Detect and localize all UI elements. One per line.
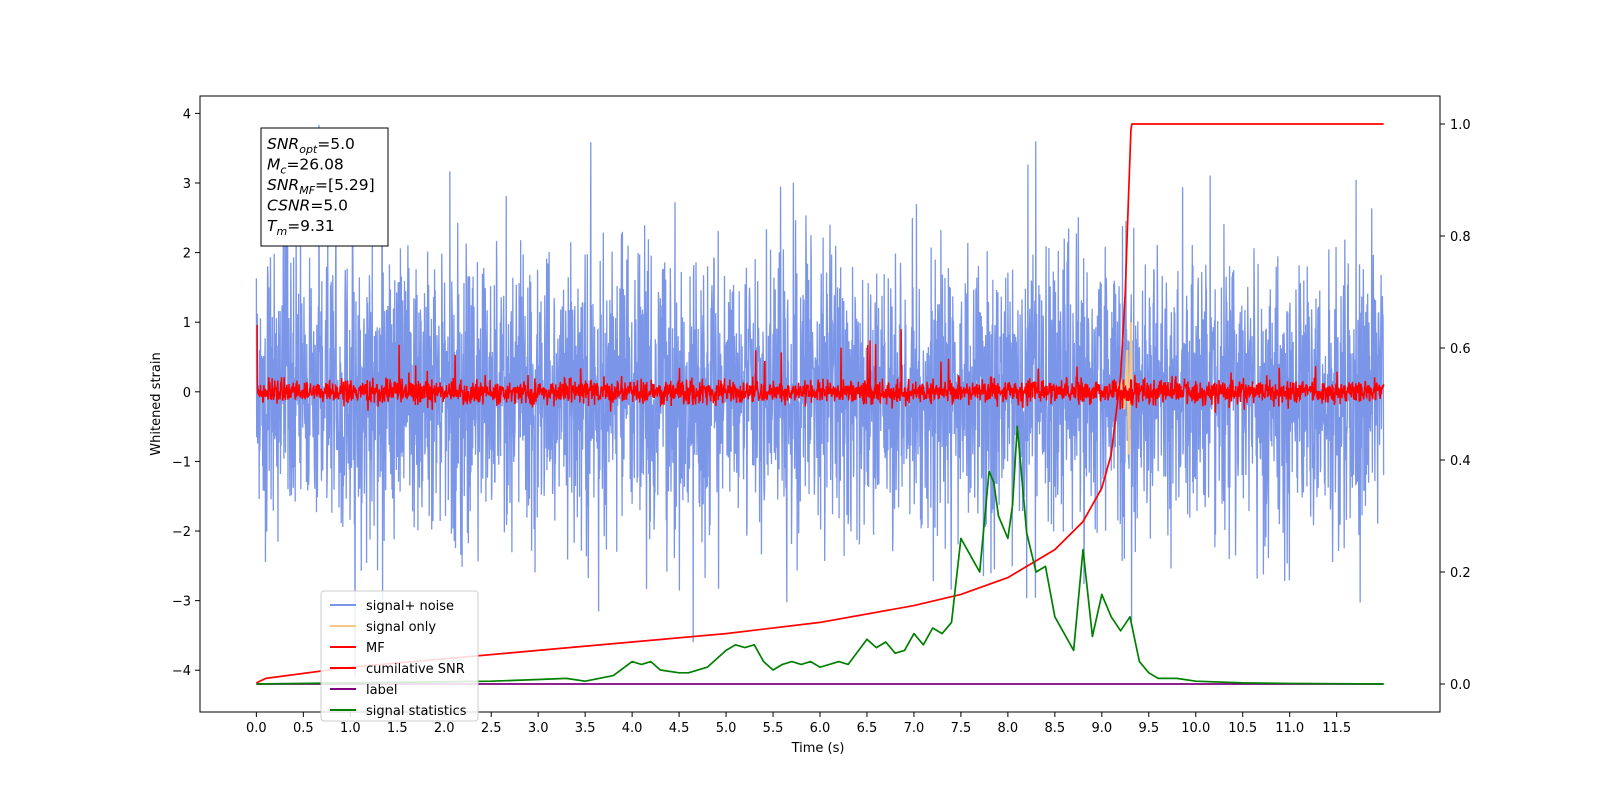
- y-right-tick-label: 1.0: [1450, 118, 1471, 133]
- x-tick-label: 5.0: [716, 721, 737, 736]
- x-tick-label: 3.0: [528, 721, 549, 736]
- x-tick-label: 8.5: [1045, 721, 1066, 736]
- series-signal-statistics-line: [256, 425, 1384, 685]
- legend-label: signal statistics: [366, 704, 467, 719]
- x-axis-ticks: 0.0 0.5 1.0 1.5 2.0 2.5 3.0 3.5 4.0 4.5 5.0 5.5 6.0 6…: [246, 712, 1351, 736]
- y-right-tick-label: 0.0: [1450, 678, 1471, 693]
- x-tick-label: 11.5: [1322, 721, 1351, 736]
- x-tick-label: 9.5: [1138, 721, 1159, 736]
- annotation-line: SNRMF=[5.29]: [267, 176, 375, 197]
- y-tick-label: −3: [172, 595, 191, 610]
- y-tick-label: −2: [172, 525, 191, 540]
- y-right-tick-label: 0.6: [1450, 342, 1471, 357]
- y-tick-label: 0: [183, 386, 191, 401]
- y-tick-label: 3: [183, 177, 191, 192]
- x-tick-label: 8.0: [998, 721, 1019, 736]
- y-tick-label: 4: [183, 107, 191, 122]
- y-axis-right-ticks: 1.0 0.8 0.6 0.4 0.2 0.0: [1440, 118, 1471, 693]
- x-axis-label: Time (s): [791, 741, 845, 756]
- annotation-line: CSNR=5.0: [267, 197, 348, 215]
- y-tick-label: −1: [172, 455, 191, 470]
- x-tick-label: 6.0: [810, 721, 831, 736]
- legend-label: signal only: [366, 620, 436, 635]
- y-tick-label: −4: [172, 664, 191, 679]
- x-tick-label: 10.0: [1181, 721, 1210, 736]
- y-tick-label: 2: [183, 247, 191, 262]
- x-tick-label: 7.5: [951, 721, 972, 736]
- annotation-line: Tm=9.31: [267, 217, 335, 238]
- legend-label: signal+ noise: [366, 599, 454, 614]
- annotation-line: SNRopt=5.0: [267, 135, 355, 156]
- x-tick-label: 1.5: [387, 721, 408, 736]
- x-tick-label: 11.0: [1275, 721, 1304, 736]
- y-tick-label: 1: [183, 316, 191, 331]
- x-tick-label: 2.0: [434, 721, 455, 736]
- x-tick-label: 0.0: [246, 721, 267, 736]
- annotation-line: Mc=26.08: [267, 156, 344, 177]
- x-tick-label: 4.0: [622, 721, 643, 736]
- x-tick-label: 10.5: [1228, 721, 1257, 736]
- x-tick-label: 5.5: [763, 721, 784, 736]
- x-tick-label: 7.0: [904, 721, 925, 736]
- annotation-frame: [260, 127, 389, 247]
- y-right-tick-label: 0.8: [1450, 230, 1471, 245]
- x-tick-label: 9.0: [1091, 721, 1112, 736]
- x-tick-label: 6.5: [857, 721, 878, 736]
- y-axis-left-ticks: 4 3 2 1 0 −1 −2 −3 −4: [172, 107, 200, 679]
- series-signal-noise-line: [255, 124, 1385, 678]
- legend-label: MF: [366, 641, 385, 656]
- x-tick-label: 3.5: [575, 721, 596, 736]
- x-tick-label: 2.5: [481, 721, 502, 736]
- y-right-tick-label: 0.4: [1450, 454, 1471, 469]
- series-mf-line: [256, 324, 1385, 413]
- x-tick-label: 0.5: [293, 721, 314, 736]
- y-axis-label: Whitened strain: [149, 352, 164, 455]
- legend-label: label: [366, 683, 397, 698]
- x-tick-label: 4.5: [669, 721, 690, 736]
- legend: signal+ noise signal only MF cumilative SNR…: [320, 590, 479, 722]
- x-tick-label: 1.0: [340, 721, 361, 736]
- y-right-tick-label: 0.2: [1450, 566, 1471, 581]
- legend-label: cumilative SNR: [366, 662, 465, 677]
- legend-frame: [320, 590, 479, 722]
